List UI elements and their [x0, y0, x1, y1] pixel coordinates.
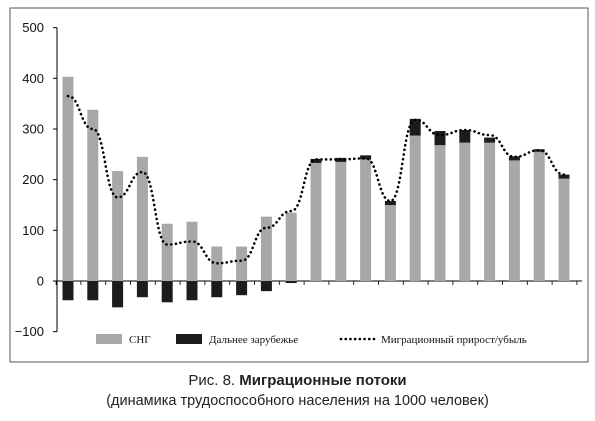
bar-far-abroad: [87, 281, 99, 301]
chart-frame: −100 0 100 200 300 400 500 СНГ Дальнее зарубежь…: [9, 7, 589, 363]
series-line-migration: [66, 94, 566, 265]
legend-label-far-abroad: Дальнее зарубежье: [209, 334, 298, 346]
bar-cis: [285, 212, 297, 281]
bar-cis: [161, 223, 173, 281]
figure-title: Миграционные потоки: [239, 372, 407, 389]
bar-far-abroad: [558, 174, 570, 179]
bar-cis: [459, 142, 471, 281]
y-tick-label: 300: [22, 121, 44, 136]
bar-far-abroad: [310, 158, 322, 163]
bar-cis: [409, 135, 421, 281]
bar-cis: [484, 142, 496, 281]
bar-far-abroad: [236, 281, 248, 296]
legend: СНГ Дальнее зарубежье Миграционный прирост…: [96, 334, 527, 346]
bar-far-abroad: [136, 281, 148, 298]
bar-cis: [112, 171, 124, 281]
bar-cis: [508, 160, 520, 281]
bar-far-abroad: [161, 281, 173, 303]
bar-cis: [434, 145, 446, 281]
y-tick-label: 0: [37, 274, 44, 289]
bar-cis: [136, 156, 148, 281]
legend-label-migration: Миграционный прирост/убыль: [381, 334, 527, 346]
bar-far-abroad: [112, 281, 124, 308]
bar-cis: [310, 162, 322, 281]
bar-far-abroad: [409, 118, 421, 136]
bar-far-abroad: [508, 156, 520, 161]
chart-border: [9, 7, 589, 363]
figure-subtitle: (динамика трудоспособного населения на 1…: [106, 393, 489, 409]
bar-cis: [360, 159, 372, 281]
figure-number: Рис. 8.: [188, 372, 236, 389]
bar-far-abroad: [62, 281, 74, 301]
legend-swatch-cis: [96, 334, 122, 344]
bar-far-abroad: [459, 130, 471, 143]
bar-cis: [260, 216, 272, 281]
bar-far-abroad: [285, 281, 297, 284]
bar-cis: [87, 109, 99, 281]
bar-far-abroad: [434, 131, 446, 146]
bar-far-abroad: [186, 281, 198, 301]
legend-label-cis: СНГ: [129, 334, 151, 346]
bar-far-abroad: [260, 281, 272, 292]
caption-title-line: Рис. 8. Миграционные потоки: [0, 370, 595, 391]
legend-swatch-far-abroad: [176, 334, 202, 344]
y-tick-label: 200: [22, 172, 44, 187]
bar-far-abroad: [484, 137, 496, 143]
y-tick-label: 500: [22, 20, 44, 35]
bar-cis: [236, 246, 248, 281]
bar-cis: [335, 161, 347, 281]
bar-cis: [384, 204, 396, 281]
y-tick-label: 400: [22, 71, 44, 86]
y-tick-label: −100: [15, 324, 44, 339]
figure-caption: Рис. 8. Миграционные потоки (динамика тр…: [0, 370, 595, 412]
bar-cis: [62, 76, 74, 281]
bar-cis: [558, 178, 570, 281]
bar-cis: [533, 151, 545, 281]
y-tick-label: 100: [22, 223, 44, 238]
bar-far-abroad: [384, 200, 396, 205]
bar-far-abroad: [360, 155, 372, 160]
bar-far-abroad: [211, 281, 223, 298]
bar-cis: [186, 221, 198, 281]
plot-area: −100 0 100 200 300 400 500: [15, 20, 582, 339]
